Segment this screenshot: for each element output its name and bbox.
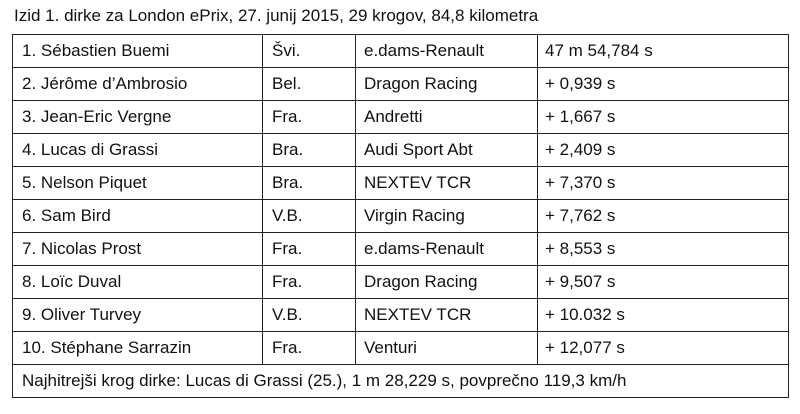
table-body: 1. Sébastien Buemi Švi. e.dams-Renault 47 m… (12, 34, 789, 398)
team-cell: Dragon Racing (355, 67, 538, 101)
caption: Izid 1. dirke za London ePrix, 27. junij… (14, 6, 539, 25)
driver-cell: 7. Nicolas Prost (12, 232, 263, 266)
country-cell: Fra. (262, 265, 356, 299)
time-cell: + 8,553 s (537, 232, 789, 266)
team-cell: e.dams-Renault (355, 34, 538, 68)
driver-cell: 1. Sébastien Buemi (12, 34, 263, 68)
time-cell: + 10.032 s (537, 298, 789, 332)
country-cell: Fra. (262, 100, 356, 134)
country-cell: V.B. (262, 199, 356, 233)
result-row: 4. Lucas di Grassi Bra. Audi Sport Abt + 2,… (12, 133, 789, 167)
footer-cell: Najhitrejši krog dirke: Lucas di Grassi … (12, 364, 789, 398)
country-cell: Bel. (262, 67, 356, 101)
time-cell: + 1,667 s (537, 100, 789, 134)
result-row: 9. Oliver Turvey V.B. NEXTEV TCR + 10.032 s (12, 298, 789, 332)
team-cell: NEXTEV TCR (355, 166, 538, 200)
result-row: 7. Nicolas Prost Fra. e.dams-Renault + 8,55… (12, 232, 789, 266)
result-row: 2. Jérôme d’Ambrosio Bel. Dragon Racing + 0… (12, 67, 789, 101)
driver-cell: 6. Sam Bird (12, 199, 263, 233)
result-row: 1. Sébastien Buemi Švi. e.dams-Renault 47 m… (12, 34, 789, 68)
country-cell: Fra. (262, 232, 356, 266)
results-table: 1. Sébastien Buemi Švi. e.dams-Renault 47 m… (12, 34, 789, 398)
time-cell: + 0,939 s (537, 67, 789, 101)
footer-row: Najhitrejši krog dirke: Lucas di Grassi … (12, 364, 789, 398)
time-cell: + 7,370 s (537, 166, 789, 200)
driver-cell: 2. Jérôme d’Ambrosio (12, 67, 263, 101)
country-cell: Bra. (262, 133, 356, 167)
driver-cell: 9. Oliver Turvey (12, 298, 263, 332)
time-cell: + 9,507 s (537, 265, 789, 299)
time-cell: 47 m 54,784 s (537, 34, 789, 68)
driver-cell: 10. Stéphane Sarrazin (12, 331, 263, 365)
team-cell: Virgin Racing (355, 199, 538, 233)
result-row: 10. Stéphane Sarrazin Fra. Venturi + 12,077… (12, 331, 789, 365)
team-cell: Dragon Racing (355, 265, 538, 299)
driver-cell: 5. Nelson Piquet (12, 166, 263, 200)
result-row: 3. Jean-Eric Vergne Fra. Andretti + 1,667 s (12, 100, 789, 134)
team-cell: Andretti (355, 100, 538, 134)
driver-cell: 8. Loïc Duval (12, 265, 263, 299)
result-row: 5. Nelson Piquet Bra. NEXTEV TCR + 7,370 s (12, 166, 789, 200)
team-cell: Audi Sport Abt (355, 133, 538, 167)
result-row: 8. Loïc Duval Fra. Dragon Racing + 9,507 s (12, 265, 789, 299)
time-cell: + 2,409 s (537, 133, 789, 167)
team-cell: NEXTEV TCR (355, 298, 538, 332)
driver-cell: 3. Jean-Eric Vergne (12, 100, 263, 134)
country-cell: V.B. (262, 298, 356, 332)
time-cell: + 7,762 s (537, 199, 789, 233)
result-row: 6. Sam Bird V.B. Virgin Racing + 7,762 s (12, 199, 789, 233)
team-cell: Venturi (355, 331, 538, 365)
country-cell: Švi. (262, 34, 356, 68)
country-cell: Bra. (262, 166, 356, 200)
country-cell: Fra. (262, 331, 356, 365)
team-cell: e.dams-Renault (355, 232, 538, 266)
time-cell: + 12,077 s (537, 331, 789, 365)
driver-cell: 4. Lucas di Grassi (12, 133, 263, 167)
